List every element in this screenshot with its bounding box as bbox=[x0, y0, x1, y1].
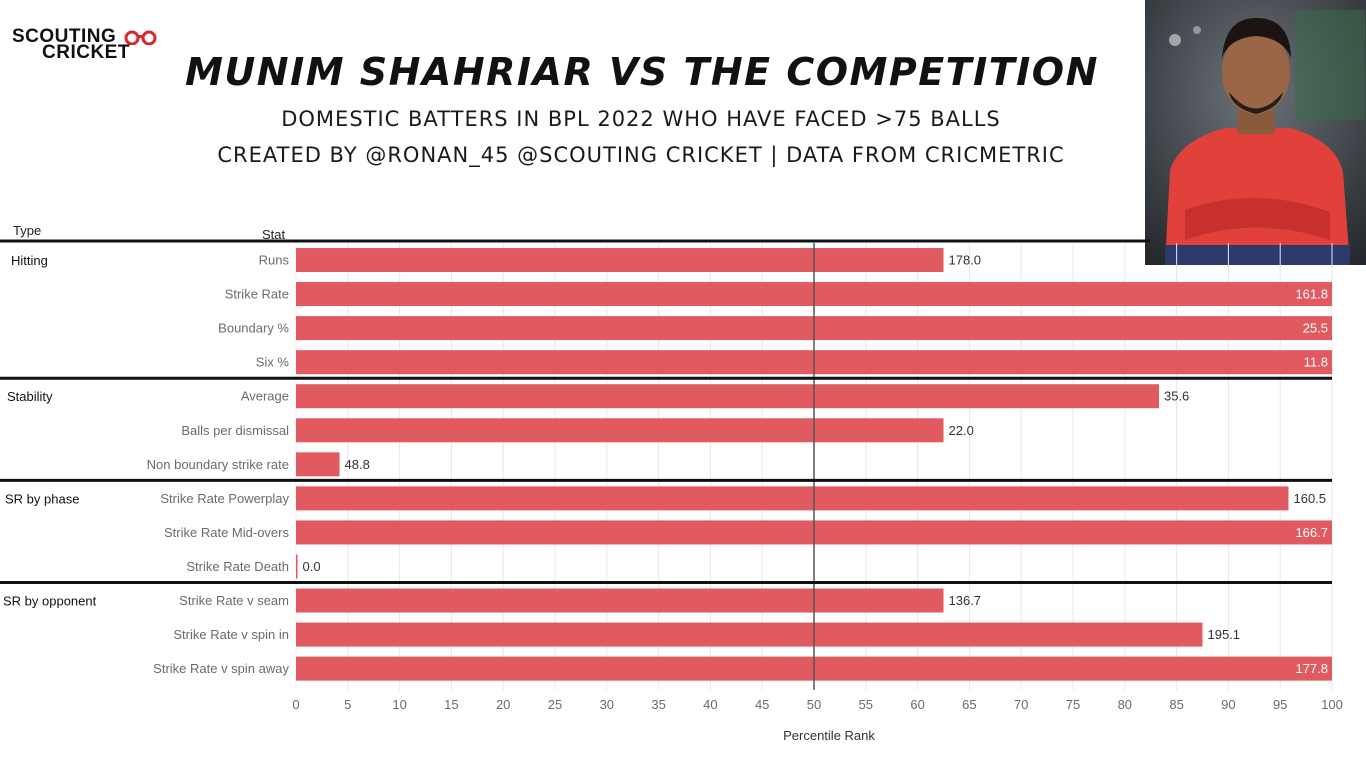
stat-label: Strike Rate Powerplay bbox=[160, 491, 289, 506]
bar bbox=[296, 622, 1203, 647]
x-axis-title: Percentile Rank bbox=[783, 728, 875, 743]
x-tick-label: 15 bbox=[444, 697, 458, 712]
bar bbox=[296, 452, 340, 477]
x-tick-label: 35 bbox=[651, 697, 665, 712]
chart-credits: CREATED BY @RONAN_45 @SCOUTING CRICKET |… bbox=[217, 143, 1065, 167]
bar-value-label: 161.8 bbox=[1295, 287, 1328, 302]
bar-value-label: 178.0 bbox=[949, 253, 982, 268]
stat-label: Six % bbox=[256, 355, 290, 370]
group-label: Stability bbox=[7, 389, 53, 404]
logo-text-line1: SCOUTING bbox=[12, 26, 117, 47]
bar-value-label: 136.7 bbox=[949, 593, 982, 608]
chart-title: MUNIM SHAHRIAR VS THE COMPETITION bbox=[185, 50, 1099, 94]
x-tick-label: 10 bbox=[392, 697, 406, 712]
x-tick-label: 80 bbox=[1118, 697, 1132, 712]
scouting-cricket-logo: SCOUTING CRICKET bbox=[12, 26, 162, 66]
stat-label: Strike Rate v spin in bbox=[173, 627, 289, 642]
x-tick-label: 30 bbox=[600, 697, 614, 712]
stat-label: Non boundary strike rate bbox=[147, 457, 289, 472]
stat-label: Average bbox=[241, 389, 289, 404]
x-tick-label: 75 bbox=[1066, 697, 1080, 712]
bar-value-label: 35.6 bbox=[1164, 389, 1189, 404]
x-tick-label: 100 bbox=[1321, 697, 1343, 712]
x-tick-label: 60 bbox=[910, 697, 924, 712]
stat-label: Boundary % bbox=[218, 321, 289, 336]
bar bbox=[296, 248, 944, 273]
x-tick-label: 20 bbox=[496, 697, 510, 712]
x-tick-label: 90 bbox=[1221, 697, 1235, 712]
player-photo bbox=[1145, 0, 1366, 265]
bar-value-label: 0.0 bbox=[303, 559, 321, 574]
x-tick-label: 50 bbox=[807, 697, 821, 712]
x-tick-label: 45 bbox=[755, 697, 769, 712]
bar-value-label: 11.8 bbox=[1304, 355, 1328, 370]
x-tick-label: 95 bbox=[1273, 697, 1287, 712]
bar bbox=[296, 384, 1159, 409]
bar-value-label: 25.5 bbox=[1303, 321, 1328, 336]
chart-subtitle: DOMESTIC BATTERS IN BPL 2022 WHO HAVE FA… bbox=[281, 107, 1001, 131]
stat-column-header: Stat bbox=[262, 227, 286, 242]
stat-label: Strike Rate Death bbox=[186, 559, 289, 574]
x-tick-label: 25 bbox=[548, 697, 562, 712]
x-tick-label: 0 bbox=[292, 697, 299, 712]
bar bbox=[296, 554, 298, 579]
stat-label: Balls per dismissal bbox=[181, 423, 289, 438]
bar-value-label: 22.0 bbox=[949, 423, 974, 438]
logo-text-line2: CRICKET bbox=[42, 42, 130, 63]
stat-label: Strike Rate bbox=[225, 287, 289, 302]
stat-label: Strike Rate v seam bbox=[179, 593, 289, 608]
bar-value-label: 160.5 bbox=[1293, 491, 1326, 506]
bar bbox=[296, 486, 1289, 511]
bar-value-label: 48.8 bbox=[345, 457, 370, 472]
group-label: Hitting bbox=[11, 253, 48, 268]
x-tick-label: 55 bbox=[859, 697, 873, 712]
type-column-header: Type bbox=[13, 223, 42, 238]
group-label: SR by opponent bbox=[3, 594, 97, 609]
bar bbox=[296, 418, 944, 443]
x-tick-label: 5 bbox=[344, 697, 351, 712]
group-label: SR by phase bbox=[5, 491, 79, 506]
stat-label: Runs bbox=[259, 253, 290, 268]
bar-value-label: 177.8 bbox=[1295, 661, 1328, 676]
bar bbox=[296, 588, 944, 613]
x-tick-label: 70 bbox=[1014, 697, 1028, 712]
binoculars-icon bbox=[124, 30, 157, 45]
bar-value-label: 195.1 bbox=[1208, 627, 1241, 642]
stat-label: Strike Rate Mid-overs bbox=[164, 525, 289, 540]
bar-value-label: 166.7 bbox=[1295, 525, 1328, 540]
x-tick-label: 85 bbox=[1169, 697, 1183, 712]
stat-label: Strike Rate v spin away bbox=[153, 661, 289, 676]
x-tick-label: 40 bbox=[703, 697, 717, 712]
x-tick-label: 65 bbox=[962, 697, 976, 712]
